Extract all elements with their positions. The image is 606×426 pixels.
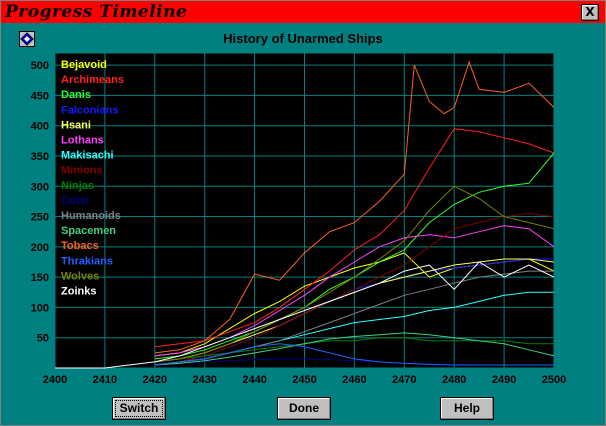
y-tick-label: 250	[31, 212, 49, 224]
window-title: Progress Timeline	[5, 2, 188, 22]
legend-entry-ootsi: Ootsi	[61, 195, 89, 207]
x-tick-label: 2470	[392, 374, 416, 386]
legend-entry-tobacs: Tobacs	[61, 240, 99, 252]
legend-entry-archimeans: Archimeans	[61, 74, 124, 86]
x-tick-label: 2420	[143, 374, 167, 386]
legend-entry-zoinks: Zoinks	[61, 286, 96, 298]
x-tick-label: 2410	[93, 374, 117, 386]
legend-entry-hsani: Hsani	[61, 119, 91, 131]
x-tick-label: 2500	[542, 374, 566, 386]
x-tick-label: 2440	[242, 374, 266, 386]
legend-entry-danis: Danis	[61, 89, 91, 101]
y-tick-label: 350	[31, 151, 49, 163]
x-tick-label: 2430	[192, 374, 216, 386]
series-line-minions	[154, 212, 555, 366]
y-tick-label: 150	[31, 272, 49, 284]
x-tick-label: 2490	[492, 374, 516, 386]
series-line-zoinks	[55, 261, 555, 369]
series-line-spacemen	[154, 332, 555, 366]
chart-title: History of Unarmed Ships	[223, 31, 383, 46]
legend-entry-thrakians: Thrakians	[61, 255, 113, 267]
legend-entry-wolves: Wolves	[61, 270, 99, 282]
legend-entry-falconians: Falconians	[61, 104, 118, 116]
x-tick-label: 2480	[442, 374, 466, 386]
close-button[interactable]: X	[581, 4, 599, 21]
diamond-menu-icon[interactable]	[19, 31, 35, 47]
x-tick-label: 2460	[342, 374, 366, 386]
y-tick-label: 300	[31, 181, 49, 193]
title-bar[interactable]: Progress Timeline X	[1, 1, 605, 23]
series-line-thrakians	[154, 343, 554, 366]
y-tick-label: 50	[37, 333, 49, 345]
switch-button[interactable]: Switch	[112, 397, 166, 420]
help-button[interactable]: Help	[440, 397, 494, 420]
legend-entry-ninjas: Ninjas	[61, 180, 94, 192]
legend-entry-makisachi: Makisachi	[61, 150, 114, 162]
series-line-tobacs	[154, 60, 555, 354]
y-tick-label: 500	[31, 60, 49, 72]
done-button[interactable]: Done	[277, 397, 331, 420]
legend-entry-humanoids: Humanoids	[61, 210, 121, 222]
x-tick-label: 2450	[292, 374, 316, 386]
x-tick-label: 2400	[43, 374, 67, 386]
legend-entry-minions: Minions	[61, 165, 103, 177]
series-line-ninjas	[154, 337, 554, 363]
series-line-wolves	[154, 185, 555, 363]
legend-entry-spacemen: Spacemen	[61, 225, 116, 237]
legend-entry-bejavoid: Bejavoid	[61, 59, 107, 71]
y-tick-label: 100	[31, 302, 49, 314]
y-tick-label: 400	[31, 121, 49, 133]
series-line-archimeans	[154, 128, 555, 348]
y-tick-label: 200	[31, 242, 49, 254]
legend-entry-lothans: Lothans	[61, 135, 104, 147]
y-tick-label: 450	[31, 90, 49, 102]
